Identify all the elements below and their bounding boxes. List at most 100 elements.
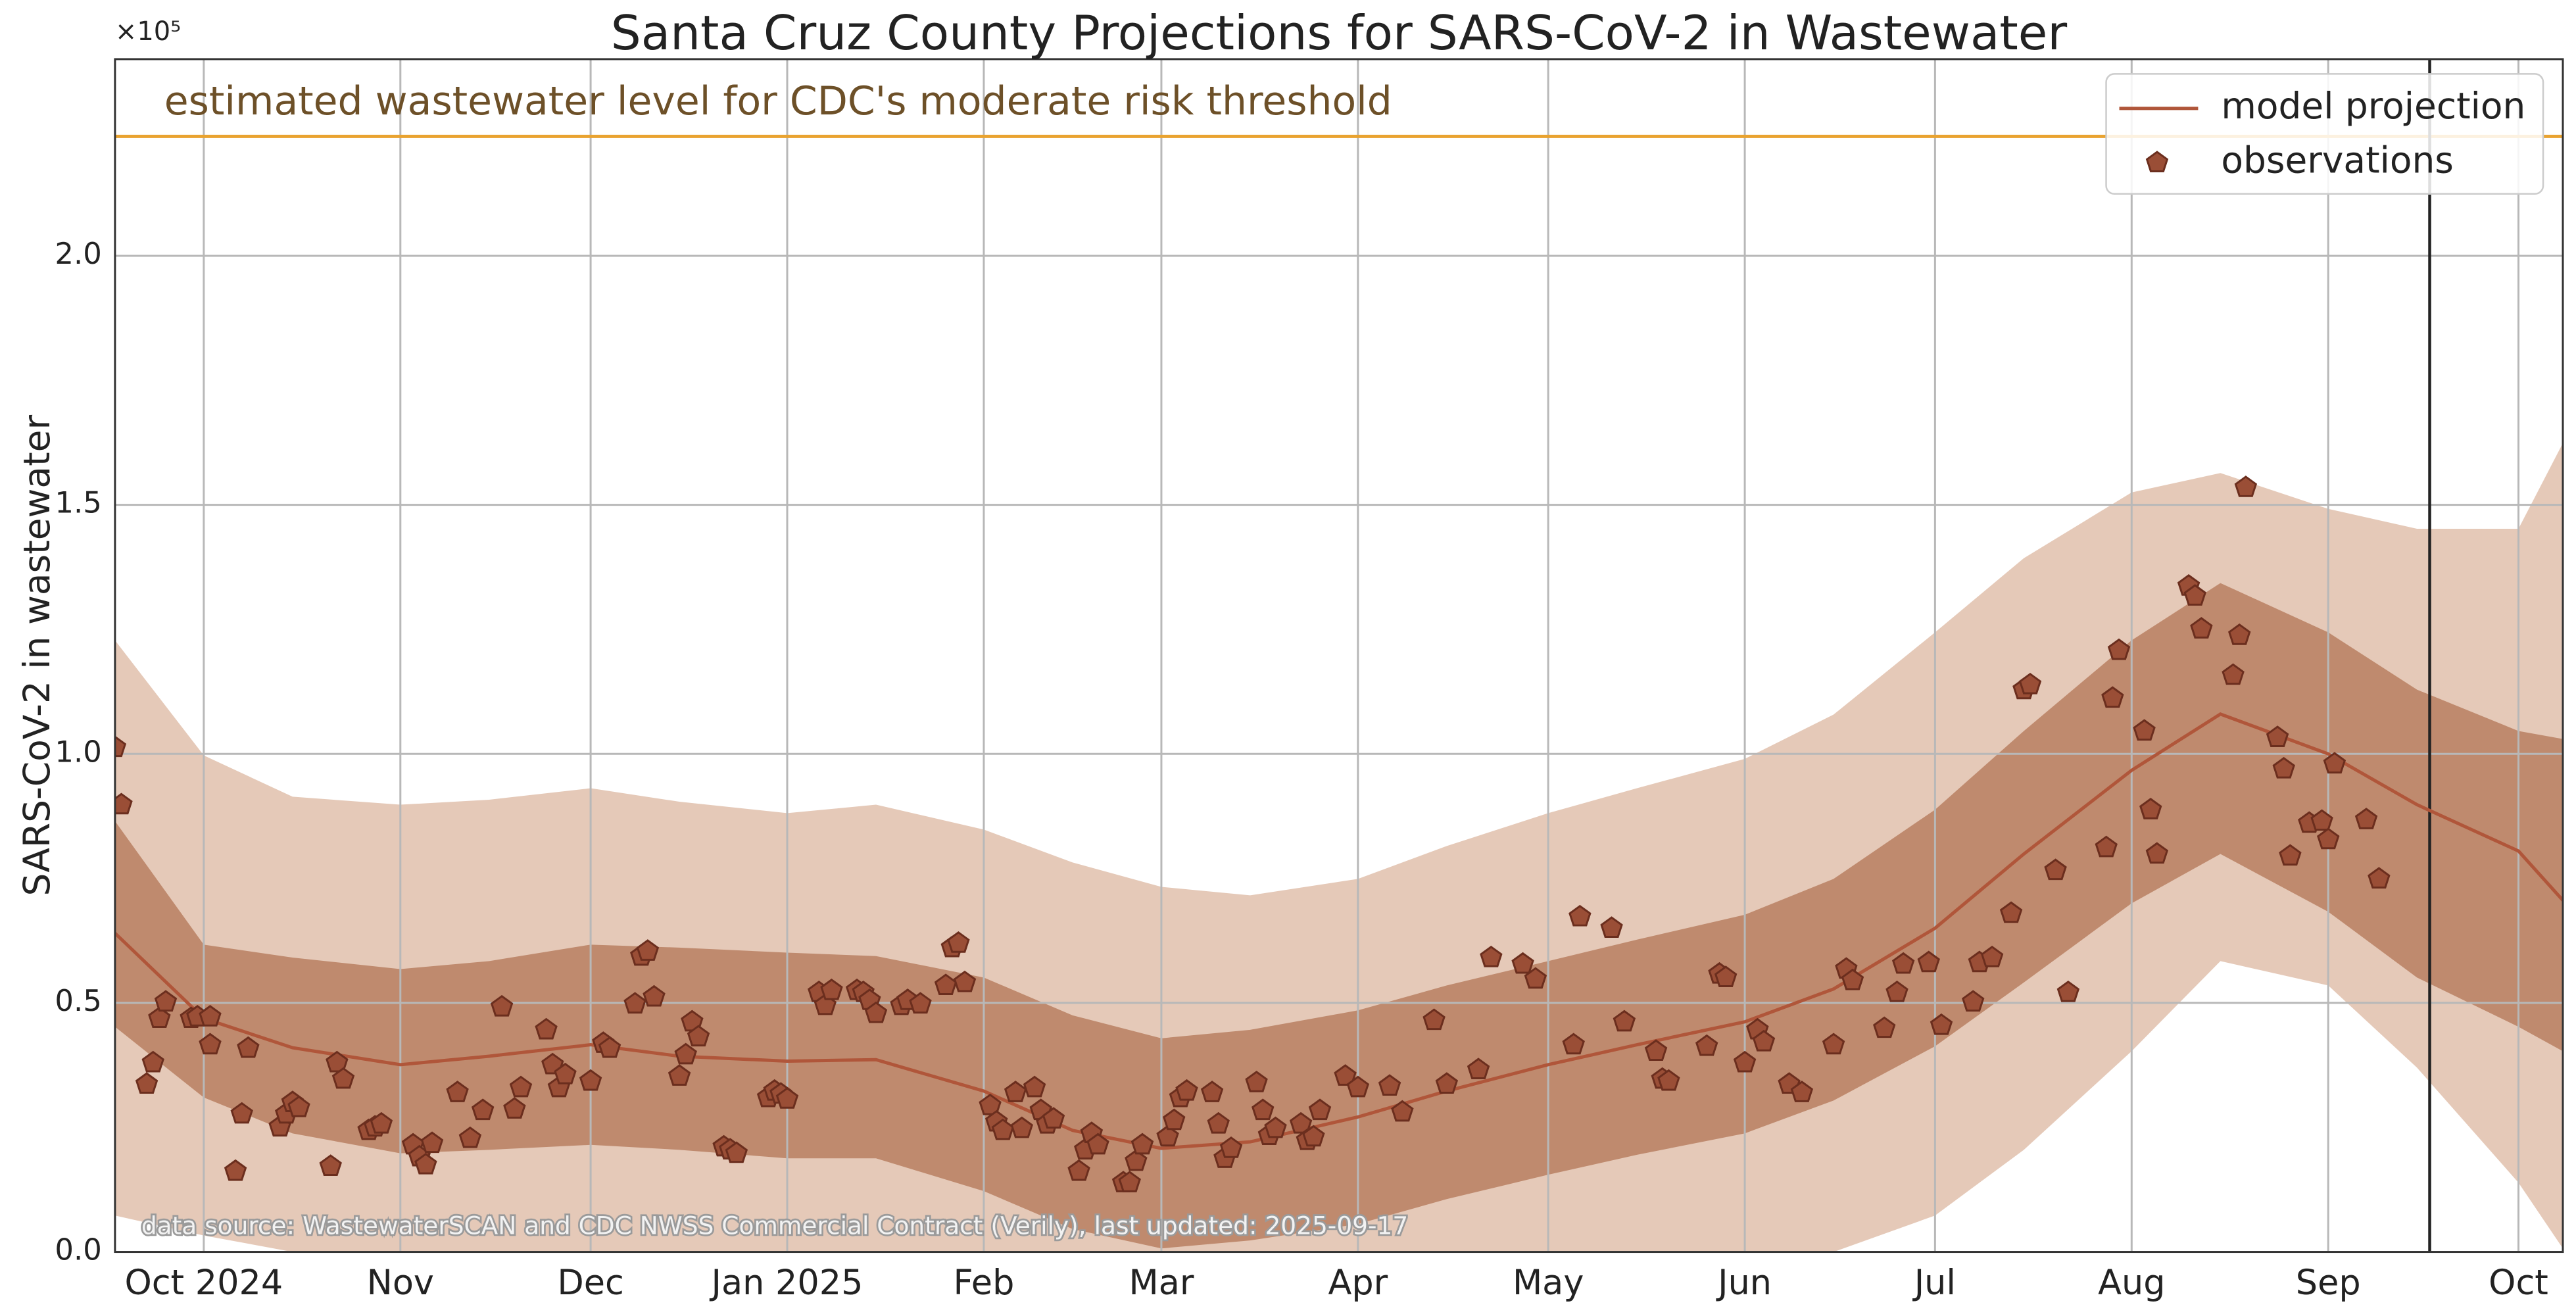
observation	[1086, 1133, 1109, 1155]
observation	[509, 1075, 533, 1098]
observation	[1378, 1074, 1401, 1096]
observation	[1511, 952, 1534, 974]
observation	[1480, 945, 1503, 967]
x-tick-label: Jun	[1716, 1263, 1772, 1303]
x-tick-label: Oct	[2489, 1263, 2548, 1303]
observation	[1175, 1079, 1198, 1101]
observation	[1391, 1100, 1414, 1122]
x-tick-label: Mar	[1129, 1263, 1194, 1303]
observation	[2222, 663, 2245, 685]
observation	[687, 1025, 710, 1047]
observation	[1600, 916, 1623, 938]
observation	[1346, 1075, 1370, 1098]
observation	[490, 994, 514, 1017]
observation	[471, 1098, 495, 1121]
observation	[237, 1036, 260, 1058]
observation	[1657, 1069, 1680, 1091]
observation	[135, 1072, 158, 1094]
observation	[199, 1033, 222, 1055]
observation	[2145, 842, 2169, 864]
x-tick-label: Jul	[1912, 1263, 1956, 1303]
x-tick-label: May	[1513, 1263, 1584, 1303]
observation	[326, 1050, 349, 1073]
observation	[1752, 1029, 1776, 1052]
observation	[2368, 867, 2391, 889]
legend-box	[2105, 73, 2544, 195]
observation	[1613, 1010, 1636, 1032]
observation	[2279, 844, 2302, 866]
observation	[1733, 1050, 1757, 1073]
observation	[1118, 1171, 1141, 1192]
observation	[2266, 725, 2289, 747]
legend-label: observations	[2221, 139, 2454, 181]
observation	[370, 1111, 393, 1134]
observation	[1644, 1039, 1668, 1061]
observation	[979, 1093, 1002, 1115]
observation	[1219, 1136, 1243, 1158]
observation	[1822, 1033, 1845, 1055]
observation	[2133, 719, 2156, 741]
observation	[319, 1154, 342, 1176]
observation	[535, 1017, 558, 1040]
y-tick-label: 0.5	[55, 983, 102, 1018]
observation	[1714, 965, 1738, 987]
observation	[414, 1152, 437, 1175]
observation	[1004, 1081, 1027, 1102]
x-tick-label: Dec	[557, 1263, 623, 1303]
observation	[947, 931, 970, 953]
plot-frame	[114, 58, 2564, 1254]
observation	[1422, 1008, 1446, 1031]
observation	[2228, 623, 2251, 645]
observation	[2190, 617, 2213, 639]
observation	[1245, 1071, 1268, 1092]
observation	[1289, 1111, 1313, 1134]
chart-title: Santa Cruz County Projections for SARS-C…	[611, 6, 2068, 61]
projection-line	[114, 712, 2564, 1150]
observation	[1999, 901, 2023, 923]
observation	[1042, 1107, 1065, 1129]
source-note: data source: WastewaterSCAN and CDC NWSS…	[141, 1211, 1408, 1240]
observation	[503, 1097, 526, 1119]
observation	[1695, 1034, 1718, 1056]
x-tick-label: Apr	[1328, 1263, 1388, 1303]
observation	[114, 735, 127, 758]
observation	[643, 985, 666, 1007]
observation	[224, 1159, 247, 1181]
legend-label: model projection	[2221, 85, 2525, 127]
y-tick-label: 0.0	[55, 1232, 102, 1267]
x-tick-label: Sep	[2296, 1263, 2361, 1303]
observation	[554, 1062, 577, 1084]
threshold-label: estimated wastewater level for CDC's mod…	[164, 78, 1392, 124]
x-tick-label: Jan 2025	[710, 1263, 863, 1303]
observation	[725, 1141, 748, 1163]
observation	[1200, 1081, 1224, 1102]
observation	[1125, 1149, 1148, 1171]
observation	[2354, 808, 2378, 829]
observation	[1067, 1159, 1090, 1181]
observation	[2056, 980, 2080, 1002]
observation	[1891, 952, 1915, 974]
y-axis-label: SARS-CoV-2 in wastewater	[16, 415, 58, 896]
plot-area	[114, 59, 2564, 1252]
observation	[2107, 638, 2131, 660]
observation	[1023, 1075, 1046, 1098]
observation	[331, 1067, 355, 1089]
observation	[1873, 1016, 1896, 1038]
observation	[2234, 475, 2258, 497]
observation	[2272, 756, 2295, 779]
observation	[820, 978, 843, 1000]
observation	[2044, 858, 2067, 881]
observation	[1962, 990, 1985, 1012]
observation	[668, 1064, 691, 1086]
observation	[1562, 1033, 1585, 1055]
observation	[953, 970, 977, 992]
observation	[420, 1131, 444, 1154]
legend-marker	[2145, 151, 2169, 172]
x-tick-label: Aug	[2098, 1263, 2165, 1303]
observation	[114, 792, 133, 815]
observation	[230, 1102, 253, 1124]
observation	[2139, 798, 2162, 819]
observation	[1334, 1064, 1357, 1086]
